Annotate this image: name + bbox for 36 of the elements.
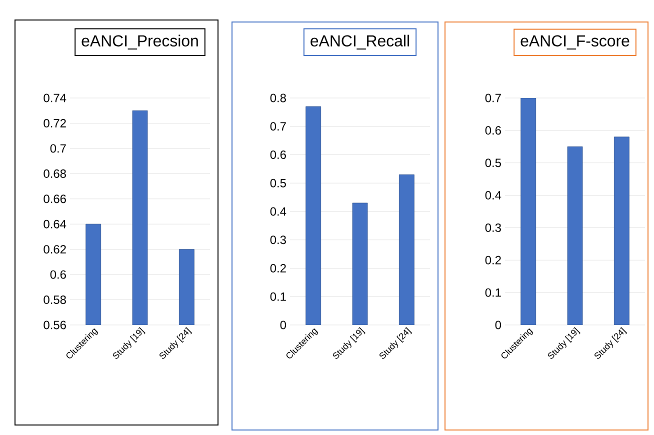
y-tick-label: 0.2 (270, 264, 286, 272)
y-tick-label: 0.4 (270, 207, 286, 216)
y-tick-label: 0.3 (270, 236, 286, 244)
y-tick-label: 0.2 (485, 256, 501, 264)
y-tick-label: 0.7 (485, 94, 501, 102)
bar (398, 174, 414, 325)
y-tick-label: 0.7 (50, 144, 66, 153)
y-tick-label: 0.6 (50, 270, 66, 279)
bar (306, 106, 322, 325)
chart-title: eANCI_Precsion (82, 34, 198, 50)
y-tick-label: 0.66 (44, 194, 66, 204)
y-tick-label: 0.7 (270, 122, 286, 131)
y-tick-label: 0.74 (44, 94, 66, 102)
y-tick-label: 0 (280, 320, 286, 330)
y-tick-label: 0.6 (485, 126, 501, 135)
y-tick-label: 0.5 (270, 178, 286, 188)
y-tick-label: 0.6 (270, 150, 286, 159)
y-tick-label: 0.1 (270, 292, 286, 301)
y-tick-label: 0.62 (44, 245, 66, 254)
bar (567, 146, 583, 325)
chart-title: eANCI_Recall (310, 34, 409, 50)
y-tick-label: 0.3 (485, 223, 501, 232)
bar (520, 98, 536, 325)
y-tick-label: 0.8 (270, 94, 286, 102)
y-tick-label: 0.56 (44, 320, 66, 330)
y-tick-label: 0 (495, 320, 502, 330)
y-tick-label: 0.64 (44, 220, 66, 228)
bar (352, 202, 368, 325)
chart-title: eANCI_F-score (520, 35, 630, 50)
y-tick-label: 0.72 (44, 118, 66, 128)
y-tick-label: 0.1 (485, 288, 501, 297)
bar (614, 136, 630, 325)
y-tick-label: 0.58 (44, 296, 66, 304)
y-tick-label: 0.4 (485, 191, 502, 200)
y-tick-label: 0.5 (485, 158, 501, 168)
y-tick-label: 0.68 (44, 169, 66, 178)
